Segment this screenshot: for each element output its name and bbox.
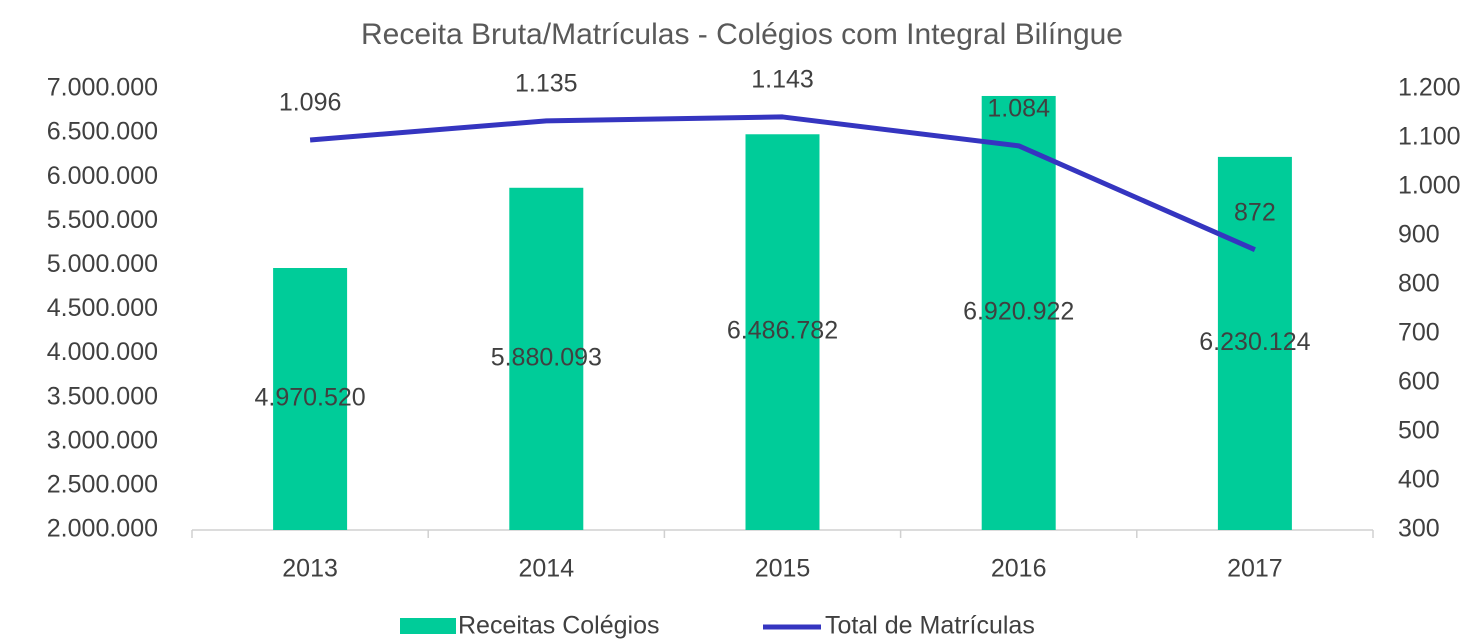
chart-title: Receita Bruta/Matrículas - Colégios com … <box>361 18 1123 51</box>
bar-value-label: 6.920.922 <box>963 298 1074 326</box>
bar <box>981 95 1056 531</box>
y-tick-label: 2.000.000 <box>47 515 158 543</box>
bar <box>745 134 820 531</box>
y2-tick-label: 700 <box>1398 319 1440 347</box>
line-value-label: 1.143 <box>751 66 814 94</box>
line <box>309 114 1256 253</box>
line-value-label: 1.096 <box>279 89 342 117</box>
y2-tick-label: 900 <box>1398 221 1440 249</box>
bar-value-label: 6.486.782 <box>727 317 838 345</box>
legend-label: Receitas Colégios <box>458 612 660 640</box>
y-tick-label: 3.500.000 <box>47 382 158 410</box>
y-tick-label: 4.000.000 <box>47 338 158 366</box>
x-tick-label: 2013 <box>282 555 338 583</box>
x-tick-label: 2015 <box>755 555 811 583</box>
bar-value-label: 4.970.520 <box>254 384 365 412</box>
bar <box>273 268 348 530</box>
y-tick-label: 2.500.000 <box>47 471 158 499</box>
y-tick-label: 5.500.000 <box>47 206 158 234</box>
bar <box>1217 156 1292 530</box>
y2-tick-label: 800 <box>1398 270 1440 298</box>
legend-label: Total de Matrículas <box>825 612 1035 640</box>
y-tick-label: 6.000.000 <box>47 162 158 190</box>
line-value-label: 1.135 <box>515 69 578 97</box>
y-tick-label: 6.500.000 <box>47 118 158 146</box>
line-value-label: 872 <box>1234 198 1276 226</box>
bar <box>509 187 584 530</box>
bar-value-label: 6.230.124 <box>1199 328 1310 356</box>
y2-tick-label: 600 <box>1398 368 1440 396</box>
x-tick-label: 2017 <box>1227 555 1283 583</box>
y2-tick-label: 1.100 <box>1398 123 1461 151</box>
x-tick-label: 2016 <box>991 555 1047 583</box>
y-tick-label: 7.000.000 <box>47 74 158 102</box>
y2-tick-label: 400 <box>1398 466 1440 494</box>
legend-swatch <box>400 618 456 634</box>
y2-tick-label: 300 <box>1398 515 1440 543</box>
line-value-label: 1.084 <box>987 94 1050 122</box>
y-tick-label: 5.000.000 <box>47 250 158 278</box>
y-tick-label: 3.000.000 <box>47 426 158 454</box>
y2-tick-label: 1.200 <box>1398 74 1461 102</box>
bar-value-label: 5.880.093 <box>491 343 602 371</box>
y2-tick-label: 1.000 <box>1398 172 1461 200</box>
x-tick-label: 2014 <box>518 555 574 583</box>
y2-tick-label: 500 <box>1398 417 1440 445</box>
y-tick-label: 4.500.000 <box>47 294 158 322</box>
